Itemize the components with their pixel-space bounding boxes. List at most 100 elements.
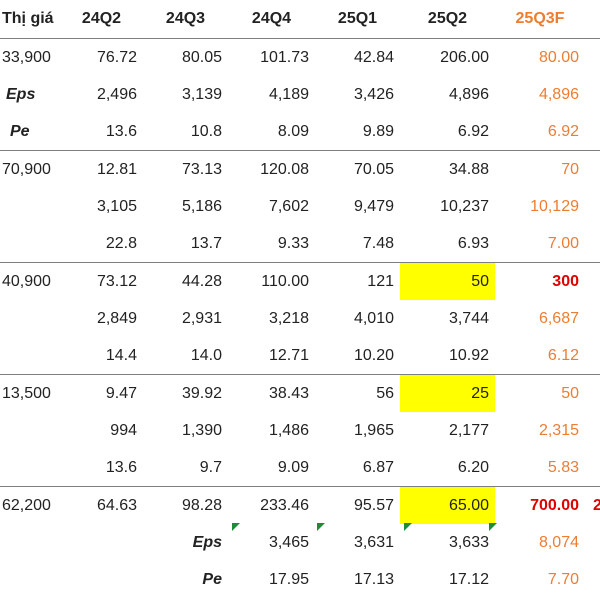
cell[interactable]: 6,687: [538, 309, 579, 327]
header-price[interactable]: Thị giá: [2, 10, 54, 27]
cell[interactable]: [0, 225, 60, 263]
cell[interactable]: 13,500: [0, 374, 60, 412]
cell[interactable]: 1,965: [353, 421, 394, 439]
cell[interactable]: 73.13: [143, 150, 228, 188]
cell[interactable]: 233.46: [228, 486, 315, 524]
cell[interactable]: 5,186: [181, 197, 222, 215]
cell[interactable]: [585, 524, 600, 561]
cell[interactable]: 4,896: [448, 85, 489, 103]
cell[interactable]: 76.72: [60, 38, 143, 76]
cell[interactable]: 10,129: [530, 197, 579, 215]
cell[interactable]: 3,139: [181, 85, 222, 103]
cell[interactable]: 5.83: [547, 458, 579, 476]
highlighted-cell[interactable]: 50: [400, 262, 495, 300]
cell[interactable]: 34.88: [400, 150, 495, 188]
cell[interactable]: [585, 113, 600, 151]
cell[interactable]: 33,900: [0, 38, 60, 76]
cell[interactable]: 2,177: [448, 421, 489, 439]
emphasis-cell[interactable]: 700.00: [495, 486, 585, 524]
cell[interactable]: 40,900: [0, 262, 60, 300]
cell[interactable]: 13.6: [105, 458, 137, 476]
cell[interactable]: 17.95: [268, 570, 309, 588]
cell[interactable]: 2,931: [181, 309, 222, 327]
cell[interactable]: 17.13: [353, 570, 394, 588]
cell[interactable]: 10.20: [353, 346, 394, 364]
comment-indicator-icon[interactable]: [317, 523, 325, 531]
cell[interactable]: 70,900: [0, 150, 60, 188]
cell[interactable]: 2,849: [96, 309, 137, 327]
cell[interactable]: 3,465: [268, 533, 309, 551]
cell[interactable]: 6.93: [457, 234, 489, 252]
header-25q3f[interactable]: 25Q3F: [515, 10, 565, 27]
cell[interactable]: 2,315: [538, 421, 579, 439]
cell[interactable]: 1,486: [268, 421, 309, 439]
cell[interactable]: 10,237: [440, 197, 489, 215]
cell[interactable]: 80.05: [143, 38, 228, 76]
cell[interactable]: 95.57: [315, 486, 400, 524]
cell[interactable]: 6.20: [457, 458, 489, 476]
cell[interactable]: 9.09: [277, 458, 309, 476]
cell[interactable]: 17.12: [448, 570, 489, 588]
cell[interactable]: [585, 374, 600, 412]
cell[interactable]: [585, 150, 600, 188]
cell[interactable]: 3,631: [353, 533, 394, 551]
header-24q2[interactable]: 24Q2: [81, 10, 122, 27]
cell[interactable]: 12.71: [268, 346, 309, 364]
cell[interactable]: [60, 524, 143, 561]
cell[interactable]: [585, 38, 600, 76]
cell[interactable]: 39.92: [143, 374, 228, 412]
cell[interactable]: 10.8: [190, 122, 222, 140]
cell[interactable]: 3,218: [268, 309, 309, 327]
cell[interactable]: 50: [495, 374, 585, 412]
cell[interactable]: [585, 300, 600, 337]
cell[interactable]: [0, 188, 60, 225]
highlighted-cell[interactable]: 25: [400, 374, 495, 412]
cell[interactable]: 14.4: [105, 346, 137, 364]
cell[interactable]: 1,390: [181, 421, 222, 439]
cell[interactable]: 8.09: [277, 122, 309, 140]
header-25q1[interactable]: 25Q1: [337, 10, 378, 27]
cell[interactable]: [585, 188, 600, 225]
cell[interactable]: 8,074: [538, 533, 579, 551]
cell[interactable]: [585, 262, 600, 300]
cell[interactable]: [60, 561, 143, 598]
row-label-pe[interactable]: Pe: [202, 570, 222, 588]
cell[interactable]: 13.6: [105, 122, 137, 140]
cell[interactable]: 9.33: [277, 234, 309, 252]
cell[interactable]: 6.12: [547, 346, 579, 364]
cell[interactable]: [0, 412, 60, 449]
cell[interactable]: 62,200: [0, 486, 60, 524]
cell[interactable]: [585, 76, 600, 113]
cell[interactable]: 4,896: [538, 85, 579, 103]
cell[interactable]: 64.63: [60, 486, 143, 524]
cell[interactable]: [585, 561, 600, 598]
emphasis-cell[interactable]: 300: [495, 262, 585, 300]
cell[interactable]: [585, 225, 600, 263]
cell[interactable]: 7.00: [547, 234, 579, 252]
cell[interactable]: 44.28: [143, 262, 228, 300]
cell[interactable]: [0, 449, 60, 487]
cell[interactable]: 101.73: [228, 38, 315, 76]
cell[interactable]: 9.89: [362, 122, 394, 140]
row-label-eps[interactable]: Eps: [6, 85, 36, 103]
cell[interactable]: 73.12: [60, 262, 143, 300]
comment-indicator-icon[interactable]: [489, 523, 497, 531]
header-24q3[interactable]: 24Q3: [165, 10, 206, 27]
cell[interactable]: 4,010: [353, 309, 394, 327]
cell[interactable]: 98.28: [143, 486, 228, 524]
cell[interactable]: [585, 412, 600, 449]
cell[interactable]: 9.7: [199, 458, 222, 476]
cell[interactable]: 4,189: [268, 85, 309, 103]
cell[interactable]: 121: [315, 262, 400, 300]
comment-indicator-icon[interactable]: [404, 523, 412, 531]
cell[interactable]: 994: [110, 421, 137, 439]
cell[interactable]: [585, 449, 600, 487]
cell[interactable]: 120.08: [228, 150, 315, 188]
cell[interactable]: 70.05: [315, 150, 400, 188]
cell[interactable]: 9.47: [60, 374, 143, 412]
row-label-eps[interactable]: Eps: [192, 533, 222, 551]
cell[interactable]: 3,744: [448, 309, 489, 327]
cell[interactable]: 56: [315, 374, 400, 412]
cell[interactable]: [585, 337, 600, 375]
cell[interactable]: 14.0: [190, 346, 222, 364]
